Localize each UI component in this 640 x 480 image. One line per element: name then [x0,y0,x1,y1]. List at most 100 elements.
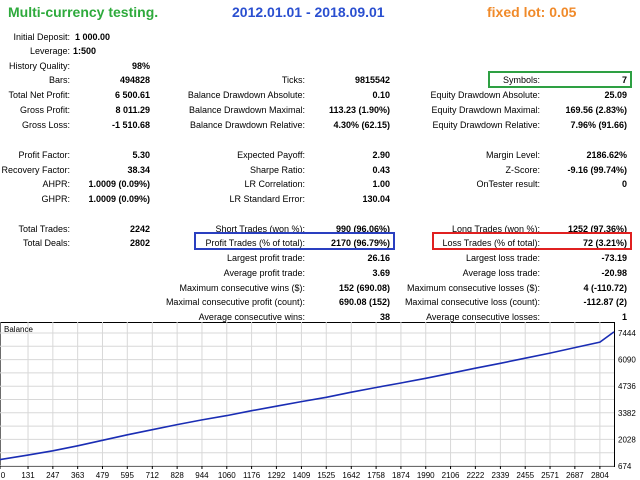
avg-loss-value: -20.98 [601,268,627,278]
initial-deposit-value: 1 000.00 [74,32,110,42]
chart-x-tick-label: 2804 [591,471,609,480]
maximal-consec-profit-label: Maximal consecutive profit (count): [165,297,305,307]
lr-std-error-label: LR Standard Error: [229,194,305,204]
avg-consec-wins-label: Average consecutive wins: [198,312,305,322]
equity-dd-rel-label: Equity Drawdown Relative: [432,120,540,130]
ahpr-label: AHPR: [42,179,70,189]
profit-factor-label: Profit Factor: [18,150,70,160]
avg-loss-label: Average loss trade: [462,268,540,278]
z-score-label: Z-Score: [505,165,540,175]
short-trades-value: 990 (96.06%) [335,224,390,234]
chart-y-tick-label: 674 [618,462,632,471]
lr-correlation-label: LR Correlation: [244,179,305,189]
balance-chart-svg: 7444 6090 4736 3382 2028 674 0 131 247 363 479 595 7… [0,322,636,480]
ticks-label: Ticks: [281,75,305,85]
recovery-factor-value: 38.34 [127,165,150,175]
balance-dd-abs-label: Balance Drawdown Absolute: [187,90,305,100]
balance-dd-abs-value: 0.10 [372,90,390,100]
history-quality-label: History Quality: [8,61,70,71]
equity-dd-max-value: 169.56 (2.83%) [565,105,627,115]
symbols-highlight-box [488,71,632,88]
largest-loss-value: -73.19 [601,253,627,263]
chart-x-tick-label: 828 [170,471,184,480]
history-quality-value: 98% [131,61,150,71]
largest-profit-label: Largest profit trade: [226,253,305,263]
ahpr-value: 1.0009 (0.09%) [88,179,150,189]
maximal-consec-loss-value: -112.87 (2) [583,297,627,307]
report-lot: fixed lot: 0.05 [487,4,577,20]
expected-payoff-value: 2.90 [372,150,390,160]
balance-series-line [0,331,615,461]
chart-y-tick-label: 7444 [618,329,636,338]
total-net-profit-label: Total Net Profit: [8,90,70,100]
chart-x-tick-label: 595 [121,471,135,480]
leverage-value: 1:500 [72,46,96,56]
loss-trades-highlight-box [432,232,632,250]
avg-consec-losses-value: 1 [621,312,627,322]
balance-dd-rel-label: Balance Drawdown Relative: [189,120,305,130]
chart-y-tick-label: 2028 [618,435,636,444]
largest-profit-value: 26.16 [367,253,390,263]
chart-frame [0,322,615,467]
profit-trades-label: Profit Trades (% of total): [205,238,305,248]
chart-x-tick-label: 1176 [243,471,261,480]
chart-y-tick-label: 6090 [618,356,636,365]
chart-x-tick-label: 2571 [541,471,559,480]
chart-x-tick-label: 479 [96,471,110,480]
ghpr-value: 1.0009 (0.09%) [88,194,150,204]
ontester-result-label: OnTester result: [476,179,540,189]
chart-y-tick-label: 4736 [618,382,636,391]
long-trades-label: Long Trades (won %): [451,224,540,234]
gross-profit-label: Gross Profit: [19,105,70,115]
max-consec-losses-label: Maximum consecutive losses ($): [406,283,540,293]
chart-x-tick-label: 1874 [392,471,410,480]
profit-trades-value: 2170 (96.79%) [330,238,390,248]
equity-dd-abs-value: 25.09 [604,90,627,100]
chart-x-tick-label: 1642 [342,471,360,480]
equity-dd-rel-value: 7.96% (91.66) [570,120,627,130]
total-trades-value: 2242 [129,224,150,234]
chart-x-tick-label: 0 [1,471,6,480]
max-consec-wins-label: Maximum consecutive wins ($): [179,283,305,293]
profit-factor-value: 5.30 [132,150,150,160]
chart-x-tick-label: 1292 [268,471,286,480]
gross-loss-label: Gross Loss: [21,120,70,130]
ghpr-label: GHPR: [41,194,70,204]
chart-x-tick-label: 1990 [417,471,435,480]
margin-level-label: Margin Level: [485,150,540,160]
chart-x-tick-label: 944 [195,471,209,480]
gross-loss-value: -1 510.68 [111,120,150,130]
avg-consec-losses-label: Average consecutive losses: [426,312,540,322]
total-net-profit-value: 6 500.61 [114,90,150,100]
max-consec-wins-value: 152 (690.08) [338,283,390,293]
ticks-value: 9815542 [354,75,390,85]
bars-label: Bars: [48,75,70,85]
sharpe-ratio-value: 0.43 [372,165,390,175]
avg-consec-wins-value: 38 [379,312,390,322]
balance-chart: 7444 6090 4736 3382 2028 674 0 131 247 363 479 595 7… [0,322,640,480]
lr-correlation-value: 1.00 [372,179,390,189]
symbols-value: 7 [621,75,627,85]
total-deals-value: 2802 [129,238,150,248]
balance-dd-max-value: 113.23 (1.90%) [328,105,390,115]
equity-dd-max-label: Equity Drawdown Maximal: [431,105,540,115]
gross-profit-value: 8 011.29 [115,105,150,115]
balance-dd-rel-value: 4.30% (62.15) [333,120,390,130]
avg-profit-value: 3.69 [372,268,390,278]
symbols-label: Symbols: [502,75,540,85]
ontester-result-value: 0 [621,179,627,189]
chart-x-tick-label: 1525 [317,471,335,480]
total-deals-label: Total Deals: [22,238,70,248]
max-consec-losses-value: 4 (-110.72) [583,283,627,293]
chart-x-tick-label: 2687 [566,471,584,480]
chart-x-tick-label: 1060 [218,471,236,480]
short-trades-label: Short Trades (won %): [215,224,305,234]
total-trades-label: Total Trades: [18,224,70,234]
chart-x-tick-label: 131 [21,471,35,480]
chart-x-tick-label: 363 [71,471,85,480]
loss-trades-label: Loss Trades (% of total): [442,238,540,248]
recovery-factor-label: Recovery Factor: [1,165,70,175]
avg-profit-label: Average profit trade: [223,268,305,278]
chart-x-tick-label: 1758 [367,471,385,480]
chart-x-tick-label: 712 [146,471,160,480]
